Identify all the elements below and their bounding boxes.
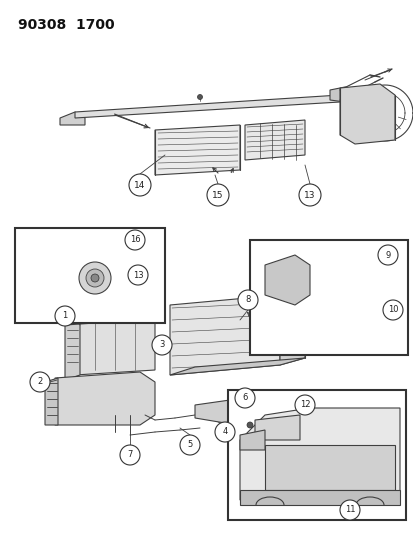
Text: 5: 5	[187, 440, 192, 449]
Polygon shape	[240, 490, 399, 505]
Circle shape	[128, 265, 147, 285]
Circle shape	[86, 269, 104, 287]
Bar	[228, 390, 405, 520]
Text: 2: 2	[37, 377, 43, 386]
Circle shape	[140, 275, 146, 281]
Polygon shape	[329, 87, 359, 102]
Circle shape	[206, 184, 228, 206]
Circle shape	[237, 290, 257, 310]
Polygon shape	[339, 84, 394, 144]
Circle shape	[55, 306, 75, 326]
Text: 6: 6	[242, 393, 247, 402]
Bar	[15, 228, 165, 323]
Text: 15: 15	[212, 190, 223, 199]
Circle shape	[180, 435, 199, 455]
Circle shape	[79, 262, 111, 294]
Text: 13: 13	[304, 190, 315, 199]
Polygon shape	[240, 430, 264, 450]
Polygon shape	[195, 400, 240, 423]
Circle shape	[298, 184, 320, 206]
Circle shape	[129, 174, 151, 196]
Polygon shape	[65, 320, 80, 380]
Polygon shape	[60, 112, 85, 125]
Polygon shape	[45, 378, 58, 425]
Circle shape	[120, 445, 140, 465]
Circle shape	[294, 395, 314, 415]
Polygon shape	[244, 120, 304, 160]
Circle shape	[235, 388, 254, 408]
Polygon shape	[170, 358, 304, 375]
Text: 90308  1700: 90308 1700	[18, 18, 114, 32]
Text: 1: 1	[62, 311, 67, 320]
Polygon shape	[75, 315, 154, 375]
Circle shape	[197, 94, 202, 100]
Polygon shape	[170, 295, 279, 375]
Polygon shape	[254, 415, 299, 440]
Polygon shape	[65, 315, 154, 325]
Polygon shape	[279, 288, 304, 365]
Circle shape	[152, 335, 171, 355]
Polygon shape	[154, 125, 240, 175]
Text: 14: 14	[134, 181, 145, 190]
Circle shape	[91, 274, 99, 282]
Polygon shape	[55, 372, 154, 425]
Text: 13: 13	[133, 271, 143, 279]
Circle shape	[214, 422, 235, 442]
Text: 4: 4	[222, 427, 227, 437]
Circle shape	[125, 230, 145, 250]
Circle shape	[30, 372, 50, 392]
Circle shape	[377, 245, 397, 265]
Polygon shape	[240, 408, 399, 500]
Polygon shape	[264, 255, 309, 305]
Polygon shape	[264, 445, 394, 490]
Circle shape	[382, 300, 402, 320]
Polygon shape	[75, 95, 339, 118]
Text: 3: 3	[159, 341, 164, 350]
Text: 12: 12	[299, 400, 309, 409]
Circle shape	[339, 500, 359, 520]
Text: 11: 11	[344, 505, 354, 514]
Text: 9: 9	[385, 251, 390, 260]
Text: 10: 10	[387, 305, 397, 314]
Text: 16: 16	[129, 236, 140, 245]
Circle shape	[247, 422, 252, 428]
Text: 8: 8	[245, 295, 250, 304]
Bar	[249, 240, 407, 355]
Text: 7: 7	[127, 450, 133, 459]
